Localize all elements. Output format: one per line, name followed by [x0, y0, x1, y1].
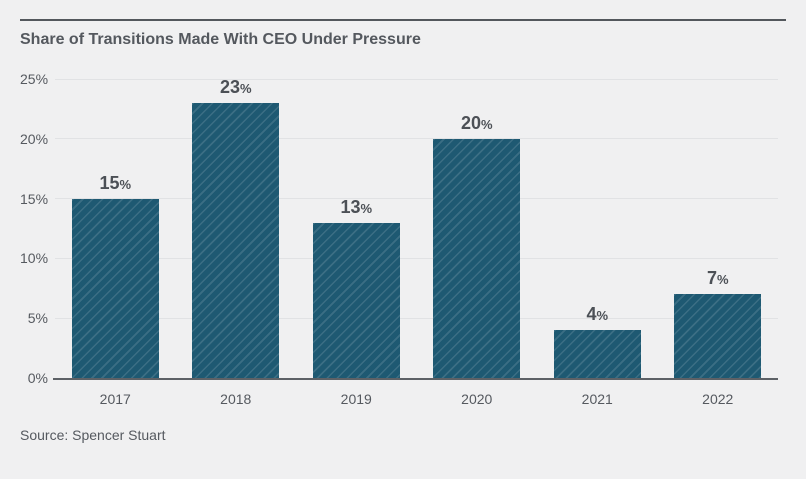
data-label-2019: 13%	[296, 198, 417, 218]
data-label-value: 23	[219, 76, 240, 97]
data-label-value: 13	[340, 196, 361, 217]
gridline-5	[55, 317, 778, 319]
x-tick-label-2022: 2022	[702, 391, 734, 407]
data-label-percent-sign: %	[239, 80, 252, 96]
bar-slot-2017: 15%	[55, 69, 176, 378]
bar-slot-2021: 4%	[537, 69, 658, 378]
data-label-2020: 20%	[417, 114, 538, 134]
chart-title: Share of Transitions Made With CEO Under…	[20, 31, 421, 48]
data-label-percent-sign: %	[596, 308, 609, 324]
y-tick-label: 0%	[27, 370, 48, 386]
x-axis-baseline	[53, 378, 778, 380]
bar-slot-2020: 20%	[417, 69, 538, 378]
x-tick-label-2017: 2017	[99, 391, 131, 407]
x-tick-label-2020: 2020	[461, 391, 493, 407]
bar-chart: 0% 5% 10% 15% 20% 25% 15% 23% 13% 20% 4% 7%	[20, 69, 786, 385]
gridline-15	[55, 198, 778, 200]
bar-slot-2022: 7%	[658, 69, 779, 378]
gridline-20	[55, 138, 778, 140]
y-tick-label: 10%	[20, 250, 49, 267]
x-tick-label-2019: 2019	[340, 391, 372, 407]
bar-slot-2018: 23%	[176, 69, 297, 378]
y-tick-label: 5%	[27, 310, 48, 327]
x-tick-label-2021: 2021	[581, 391, 613, 407]
data-label-percent-sign: %	[480, 116, 493, 132]
data-label-percent-sign: %	[360, 200, 373, 216]
x-tick-label-2018: 2018	[220, 391, 252, 407]
bar-slot-2019: 13%	[296, 69, 417, 378]
bar-2022	[674, 294, 762, 378]
source-note: Source: Spencer Stuart	[20, 427, 166, 443]
gridline-25	[55, 78, 778, 80]
data-label-value: 4	[586, 304, 597, 325]
bar-2020	[433, 138, 521, 378]
y-tick-label: 20%	[20, 130, 49, 147]
bar-2021	[553, 330, 641, 378]
data-label-value: 20	[460, 112, 481, 133]
y-tick-label: 25%	[20, 71, 49, 87]
data-label-2022: 7%	[658, 269, 779, 289]
y-tick-label: 15%	[20, 190, 49, 207]
x-axis-labels: 2017 2018 2019 2020 2021 2022	[55, 391, 778, 407]
data-label-2017: 15%	[55, 174, 176, 194]
data-label-value: 7	[706, 268, 717, 289]
gridline-10	[55, 257, 778, 259]
chart-card: Share of Transitions Made With CEO Under…	[0, 19, 806, 443]
bar-2017	[71, 198, 159, 378]
bar-2019	[312, 222, 400, 378]
data-label-percent-sign: %	[716, 272, 729, 288]
data-label-2018: 23%	[176, 78, 297, 98]
data-label-value: 15	[99, 172, 120, 193]
bars-container: 15% 23% 13% 20% 4% 7%	[55, 69, 778, 378]
data-label-percent-sign: %	[119, 176, 132, 192]
bar-2018	[192, 102, 280, 378]
top-rule	[20, 19, 786, 21]
data-label-2021: 4%	[537, 305, 658, 325]
